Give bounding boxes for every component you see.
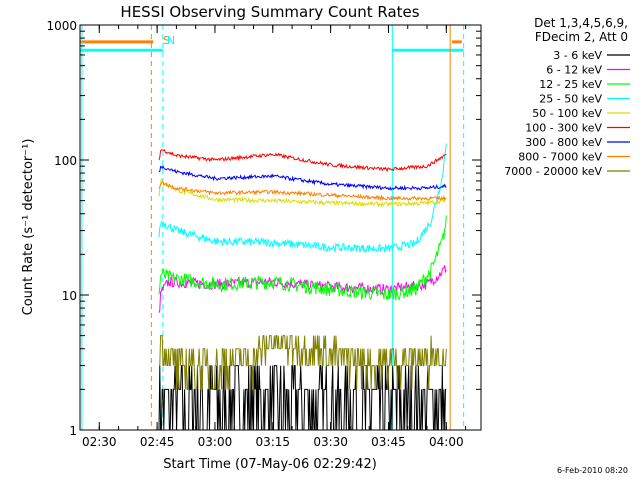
series-line-300-800keV: [158, 164, 447, 191]
y-axis-label: Count Rate (s⁻¹ detector⁻¹): [21, 139, 36, 316]
time-markers: [81, 25, 465, 430]
y-tick-label-1: 10: [62, 289, 77, 303]
x-tick-label-3: 03:15: [255, 435, 290, 449]
y-tick-label-3: 1000: [46, 19, 77, 33]
legend-entry-label-3: 25 - 50 keV: [539, 93, 602, 106]
y-tick-label-0: 1: [69, 424, 77, 438]
legend-entry-label-0: 3 - 6 keV: [553, 49, 602, 62]
series-line-800-7000keV: [158, 181, 447, 202]
y-axis: 1 10 100 1000: [46, 19, 481, 438]
chart-title: HESSI Observing Summary Count Rates: [120, 3, 419, 21]
footer-timestamp: 6-Feb-2010 08:20: [557, 466, 628, 475]
legend-header-line-2: FDecim 2, Att 0: [535, 30, 628, 44]
flag-annotation-s: S: [163, 34, 170, 47]
series-line-7000-20000keV: [159, 335, 447, 390]
series-line-100-300keV: [158, 148, 447, 173]
series-line-25-50keV: [158, 143, 447, 254]
x-tick-label-4: 03:30: [313, 435, 348, 449]
x-axis-label: Start Time (07-May-06 02:29:42): [163, 457, 377, 472]
legend-entry-label-2: 12 - 25 keV: [539, 78, 602, 91]
legend-entry-label-1: 6 - 12 keV: [546, 64, 602, 77]
x-axis: 02:30 02:45 03:00 03:15 03:30 03:45 04:00: [79, 25, 467, 449]
series-line-12-25keV: [158, 215, 447, 302]
flag-annotations: SN: [163, 34, 175, 47]
flag-annotation-n: N: [167, 34, 175, 47]
x-tick-label-2: 03:00: [198, 435, 233, 449]
x-tick-label-1: 02:45: [140, 435, 175, 449]
x-tick-label-5: 03:45: [371, 435, 406, 449]
legend-entry-label-6: 300 - 800 keV: [525, 136, 602, 149]
legend-entry-label-5: 100 - 300 keV: [525, 122, 602, 135]
plot-frame: [79, 24, 482, 431]
legend-entry-label-7: 800 - 7000 keV: [518, 151, 602, 164]
series-line-50-100keV: [158, 178, 447, 208]
x-tick-label-0: 02:30: [82, 435, 117, 449]
legend-entry-label-4: 50 - 100 keV: [532, 107, 602, 120]
attenuator-flags: [80, 40, 464, 52]
x-tick-label-6: 04:00: [429, 435, 464, 449]
legend-header-line-1: Det 1,3,4,5,6,9,: [534, 16, 628, 30]
legend-entry-label-8: 7000 - 20000 keV: [504, 165, 602, 178]
y-tick-label-2: 100: [54, 154, 77, 168]
legend: Det 1,3,4,5,6,9, FDecim 2, Att 0 3 - 6 k…: [504, 16, 630, 178]
